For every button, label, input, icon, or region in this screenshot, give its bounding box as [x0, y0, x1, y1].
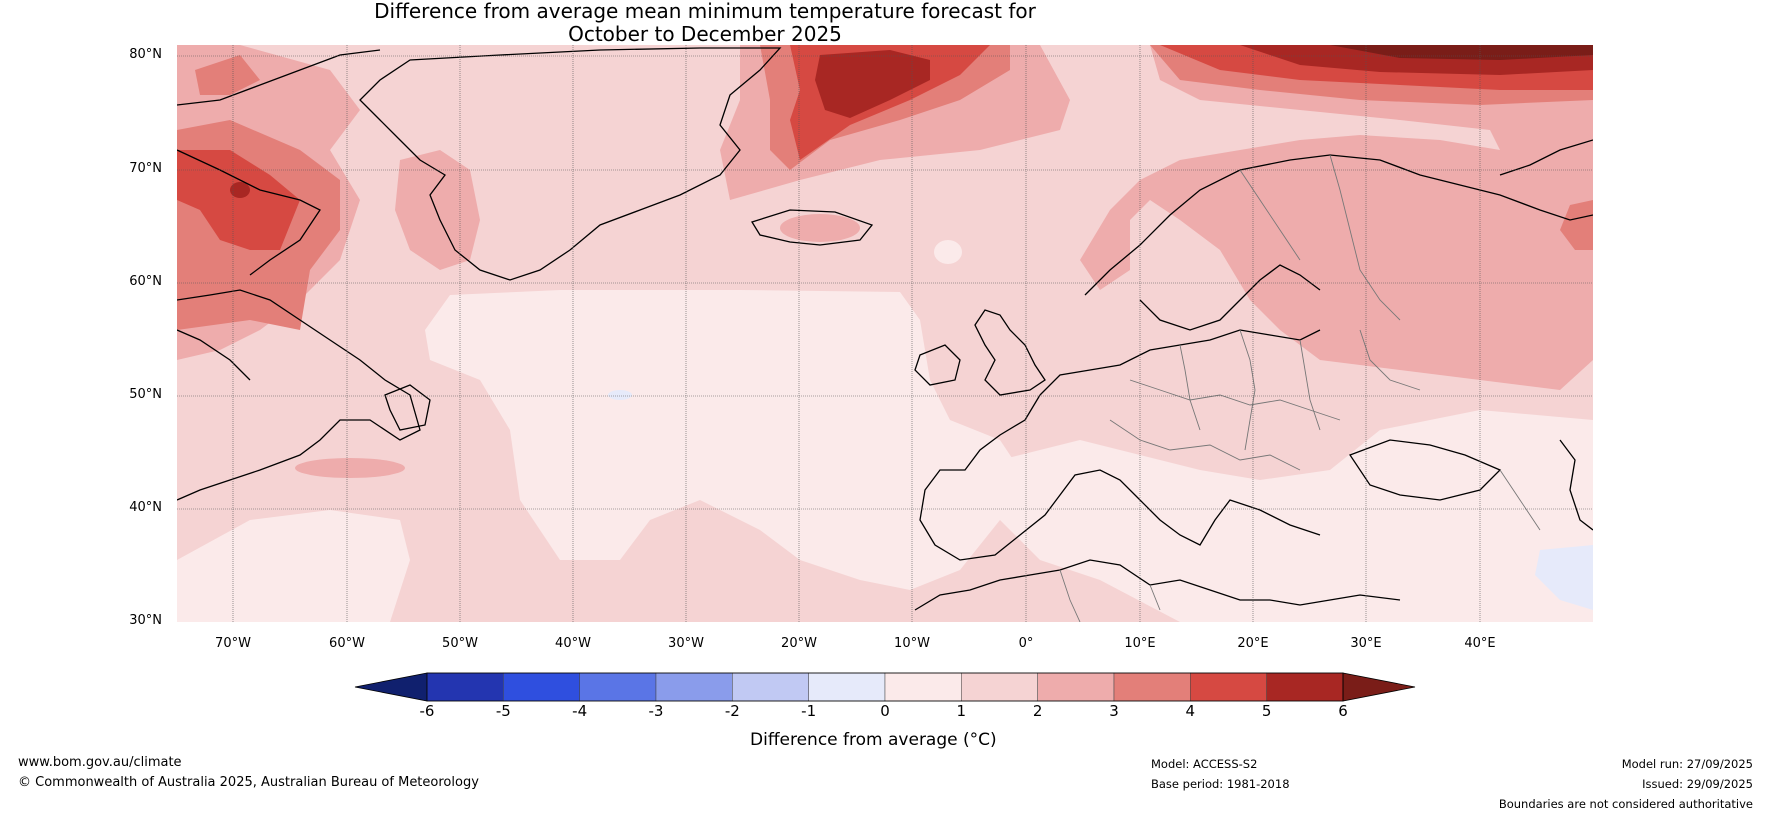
colorbar-segment [1266, 672, 1344, 702]
anomaly-region-4-5 [177, 150, 300, 250]
copyright-text: © Commonwealth of Australia 2025, Austra… [18, 775, 479, 790]
colorbar-segment [1113, 672, 1191, 702]
colorbar-tick-label: -4 [572, 702, 588, 720]
base-period: Base period: 1981-2018 [1151, 777, 1290, 791]
anomaly-region-2-3 [1080, 45, 1593, 390]
colorbar-segment [579, 672, 657, 702]
colorbar-tick-label: -5 [495, 702, 511, 720]
boundaries-disclaimer: Boundaries are not considered authoritat… [1498, 797, 1753, 811]
anomaly-region-0-1 [934, 240, 962, 264]
colorbar-tick-label: 1 [956, 702, 967, 720]
colorbar-tick-label: -6 [419, 702, 435, 720]
anomaly-region-2-3 [780, 214, 860, 242]
colorbar-arrow-low [354, 672, 428, 702]
chart-title: Difference from average mean minimum tem… [0, 0, 1410, 46]
colorbar-tick-label: -2 [724, 702, 740, 720]
anomaly-region-0-1 [1000, 410, 1593, 622]
anomaly-region-0-1 [177, 510, 410, 622]
colorbar [354, 672, 1416, 702]
colorbar-tick-label: 2 [1032, 702, 1043, 720]
lon-label-40e: 40°E [1464, 636, 1496, 651]
model-name: Model: ACCESS-S2 [1151, 757, 1258, 771]
lon-label-40w: 40°W [555, 636, 591, 651]
lon-label-70w: 70°W [215, 636, 251, 651]
lon-label-30e: 30°E [1350, 636, 1382, 651]
colorbar-tick-label: -1 [801, 702, 817, 720]
lon-label-50w: 50°W [442, 636, 478, 651]
lon-label-60w: 60°W [329, 636, 365, 651]
model-run-date: Model run: 27/09/2025 [1621, 757, 1753, 771]
colorbar-segment [961, 672, 1038, 702]
lat-label-60n: 60°N [129, 274, 162, 289]
colorbar-segment [426, 672, 504, 702]
anomaly-region-5-6 [815, 50, 930, 118]
colorbar-tick-label: 3 [1109, 702, 1119, 720]
colorbar-tick-label: 4 [1185, 702, 1196, 720]
lat-label-70n: 70°N [129, 161, 162, 176]
colorbar-segment [808, 672, 886, 702]
anomaly-region-0-1 [425, 290, 1020, 590]
anomaly-region-3-4 [1560, 200, 1593, 250]
colorbar-segment [1190, 672, 1267, 702]
anomaly-region-2-3 [395, 150, 480, 270]
issued-date: Issued: 29/09/2025 [1642, 777, 1753, 791]
website-url: www.bom.gov.au/climate [18, 755, 182, 770]
lon-label-20e: 20°E [1237, 636, 1269, 651]
colorbar-tick-label: 0 [880, 702, 890, 720]
lon-label-20w: 20°W [781, 636, 817, 651]
lon-label-0: 0° [1018, 636, 1034, 651]
anomaly-region-3-4 [195, 55, 260, 95]
colorbar-segment [884, 672, 962, 702]
colorbar-label: Difference from average (°C) [750, 730, 997, 750]
lon-label-10e: 10°E [1124, 636, 1156, 651]
lat-label-80n: 80°N [129, 47, 162, 62]
title-line-2: October to December 2025 [568, 22, 842, 46]
colorbar-segment [732, 672, 809, 702]
colorbar-segment [655, 672, 733, 702]
lon-label-10w: 10°W [894, 636, 930, 651]
gridlines [177, 45, 1593, 622]
colorbar-tick-label: 6 [1338, 702, 1348, 720]
colorbar-segment [503, 672, 580, 702]
lat-label-50n: 50°N [129, 387, 162, 402]
colorbar-arrow-high [1342, 672, 1416, 702]
anomaly-region-5-6 [230, 182, 250, 198]
colorbar-segment [1037, 672, 1115, 702]
lat-label-30n: 30°N [129, 613, 162, 628]
anomaly-region-neg [1535, 545, 1593, 610]
colorbar-tick-label: 5 [1261, 702, 1272, 720]
anomaly-region-neg [608, 390, 632, 400]
anomaly-field [177, 45, 1593, 622]
title-line-1: Difference from average mean minimum tem… [374, 0, 1036, 23]
anomaly-region-2-3 [295, 458, 405, 478]
colorbar-outline [426, 672, 1344, 702]
colorbar-tick-label: -3 [648, 702, 664, 720]
lat-label-40n: 40°N [129, 500, 162, 515]
lon-label-30w: 30°W [668, 636, 704, 651]
